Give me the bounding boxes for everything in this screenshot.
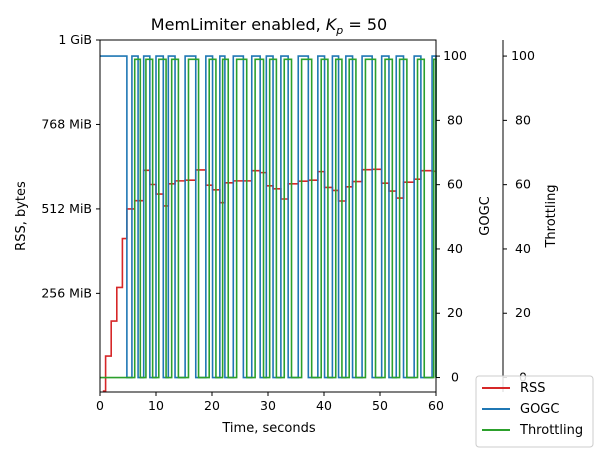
x-tick-label: 10 <box>148 398 164 413</box>
x-tick-label: 40 <box>316 398 332 413</box>
y-right-tick-label: 0 <box>451 370 459 385</box>
y-left-tick-label: 1 GiB <box>58 32 92 47</box>
series-line-gogc <box>100 55 437 379</box>
x-tick-label: 0 <box>96 398 104 413</box>
legend: RSS GOGC Throttling <box>475 375 594 448</box>
y-right2-tick-label: 40 <box>515 241 531 256</box>
legend-label-throttling: Throttling <box>519 423 583 438</box>
legend-label-gogc: GOGC <box>520 402 559 417</box>
y-axis-right-label: GOGC <box>478 196 493 235</box>
y-right-tick-label: 40 <box>447 241 463 256</box>
y-right-tick-label: 80 <box>447 112 463 127</box>
series-line-throttling <box>100 58 437 379</box>
y-axis-left-label: RSS, bytes <box>14 181 29 251</box>
axes: 0 10 20 30 40 50 60 256 MiB 512 MiB 768 MiB 1 GiB 0… <box>41 32 535 413</box>
chart-title-prefix: MemLimiter enabled, <box>151 15 326 34</box>
y-right2-tick-label: 80 <box>515 112 531 127</box>
chart-title-suffix: = 50 <box>343 15 387 34</box>
y-right2-tick-label: 20 <box>515 305 531 320</box>
y-left-tick-label: 768 MiB <box>41 116 92 131</box>
x-axis-label: Time, seconds <box>221 421 315 436</box>
x-tick-label: 60 <box>428 398 444 413</box>
y-right2-tick-label: 100 <box>511 48 535 63</box>
y-right2-tick-label: 60 <box>515 177 531 192</box>
plot-area <box>100 55 437 392</box>
y-left-tick-label: 512 MiB <box>41 201 92 216</box>
chart-title-subscript: p <box>335 24 343 37</box>
x-tick-label: 30 <box>260 398 276 413</box>
y-right-tick-label: 60 <box>447 177 463 192</box>
y-axis-right2-label: Throttling <box>544 184 559 248</box>
x-tick-label: 50 <box>372 398 388 413</box>
legend-label-rss: RSS <box>520 381 546 396</box>
chart-title: MemLimiter enabled, Kp = 50 <box>151 15 387 37</box>
y-right-tick-label: 20 <box>447 305 463 320</box>
y-left-tick-label: 256 MiB <box>41 285 92 300</box>
x-tick-label: 20 <box>204 398 220 413</box>
chart-title-symbol: K <box>326 15 338 34</box>
y-right-tick-label: 100 <box>443 48 467 63</box>
